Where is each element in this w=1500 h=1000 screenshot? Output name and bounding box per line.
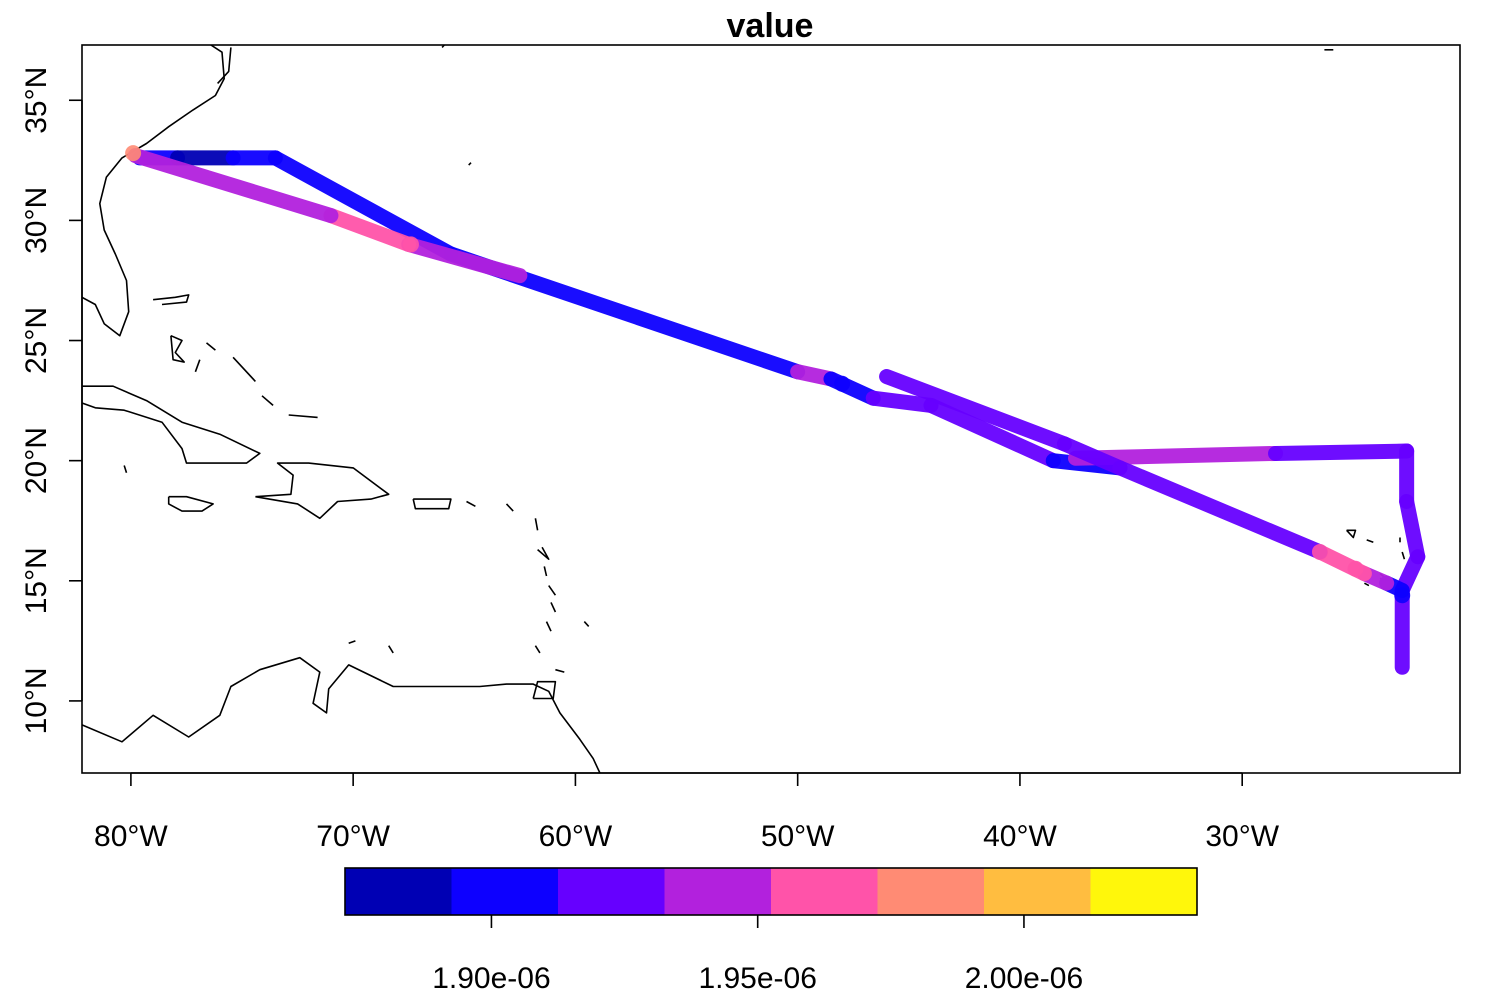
coastline-15 bbox=[348, 640, 356, 645]
coastline-11 bbox=[232, 356, 256, 382]
latitude-axis: 10°N 15°N 20°N 25°N 30°N 35°N bbox=[20, 67, 83, 734]
coastline-22 bbox=[543, 566, 548, 577]
track-point-1 bbox=[402, 236, 419, 253]
track-segment-20 bbox=[1056, 436, 1128, 476]
track-segment-11 bbox=[1268, 443, 1415, 461]
y-tick-label: 30°N bbox=[20, 187, 53, 254]
map-panel: 80°W 70°W 60°W 50°W 40°W 30°W 10°N 15°N 20°N 25°… bbox=[20, 44, 1461, 853]
colorbar-swatch-1 bbox=[451, 868, 559, 915]
track-segment-24 bbox=[127, 148, 339, 224]
colorbar-swatches bbox=[345, 868, 1198, 915]
y-tick-label: 10°N bbox=[20, 667, 53, 734]
y-tick-label: 35°N bbox=[20, 67, 53, 134]
coastline-34 bbox=[1364, 582, 1370, 587]
colorbar-swatch-5 bbox=[877, 868, 985, 915]
x-tick-label: 70°W bbox=[316, 820, 390, 853]
track-point-2 bbox=[1311, 543, 1328, 560]
coastline-layer bbox=[82, 45, 1406, 773]
coastline-19 bbox=[505, 503, 514, 512]
coastline-4 bbox=[167, 495, 214, 512]
coastline-6 bbox=[412, 498, 452, 510]
colorbar-tick-label: 2.00e-06 bbox=[965, 962, 1083, 995]
colorbar-frame bbox=[344, 867, 1198, 916]
track-segment-19 bbox=[1112, 460, 1328, 560]
x-tick-label: 30°W bbox=[1205, 820, 1279, 853]
colorbar-tick-label: 1.90e-06 bbox=[432, 962, 550, 995]
coastline-24 bbox=[550, 602, 557, 613]
colorbar-tick-label: 1.95e-06 bbox=[698, 962, 816, 995]
coastline-13 bbox=[288, 414, 318, 419]
y-tick-label: 15°N bbox=[20, 547, 53, 614]
coastline-20 bbox=[534, 518, 539, 531]
coastline-0 bbox=[82, 45, 225, 337]
coastline-23 bbox=[548, 585, 557, 596]
coastline-10 bbox=[205, 342, 216, 351]
x-tick-label: 50°W bbox=[761, 820, 835, 853]
coastline-32 bbox=[1401, 551, 1406, 560]
longitude-axis: 80°W 70°W 60°W 50°W 40°W 30°W bbox=[94, 772, 1280, 853]
x-tick-label: 80°W bbox=[94, 820, 168, 853]
colorbar-swatch-0 bbox=[345, 868, 452, 915]
track-point-4 bbox=[1394, 587, 1411, 604]
plot-title: value bbox=[727, 7, 814, 45]
colorbar-swatch-7 bbox=[1090, 868, 1198, 915]
coastline-2 bbox=[82, 385, 261, 464]
colorbar-ticks: 1.90e-06 1.95e-06 2.00e-06 bbox=[432, 915, 1083, 995]
cruise-track bbox=[125, 145, 1426, 675]
coastline-12 bbox=[261, 395, 274, 407]
colorbar-swatch-6 bbox=[984, 868, 1091, 915]
coastline-26 bbox=[534, 645, 541, 654]
coastline-28 bbox=[555, 668, 565, 673]
coastline-8 bbox=[170, 334, 185, 363]
coastline-3 bbox=[123, 465, 128, 473]
colorbar-swatch-3 bbox=[664, 868, 772, 915]
y-tick-label: 25°N bbox=[20, 307, 53, 374]
coastline-1 bbox=[217, 47, 232, 84]
track-point-5 bbox=[834, 375, 851, 392]
coastline-17 bbox=[532, 680, 557, 700]
track-point-3 bbox=[1347, 560, 1364, 577]
colorbar: 1.90e-06 1.95e-06 2.00e-06 bbox=[344, 867, 1198, 995]
track-segment-8 bbox=[923, 397, 1061, 469]
x-tick-label: 40°W bbox=[983, 820, 1057, 853]
coastline-9 bbox=[194, 359, 201, 373]
coastline-21 bbox=[537, 546, 550, 560]
colorbar-swatch-4 bbox=[771, 868, 878, 915]
coastline-30 bbox=[1366, 539, 1374, 544]
coastline-16 bbox=[388, 645, 394, 654]
track-segment-21 bbox=[879, 369, 1072, 452]
y-tick-label: 20°N bbox=[20, 427, 53, 494]
plot-frame bbox=[81, 44, 1461, 774]
coastline-14 bbox=[82, 656, 601, 773]
coastline-27 bbox=[583, 621, 590, 627]
coastline-18 bbox=[466, 500, 476, 508]
track-segment-7 bbox=[865, 390, 939, 413]
colorbar-swatch-2 bbox=[558, 868, 665, 915]
coastline-5 bbox=[255, 462, 390, 520]
coastline-7 bbox=[153, 294, 190, 306]
coastline-36 bbox=[468, 162, 472, 166]
track-segment-22 bbox=[401, 236, 528, 284]
coastline-25 bbox=[545, 621, 552, 632]
x-tick-label: 60°W bbox=[539, 820, 613, 853]
track-segment-13 bbox=[1399, 494, 1426, 565]
track-segment-23 bbox=[323, 208, 417, 252]
coastline-29 bbox=[1346, 529, 1357, 539]
track-segment-3 bbox=[267, 150, 459, 262]
track-point-0 bbox=[125, 145, 142, 162]
